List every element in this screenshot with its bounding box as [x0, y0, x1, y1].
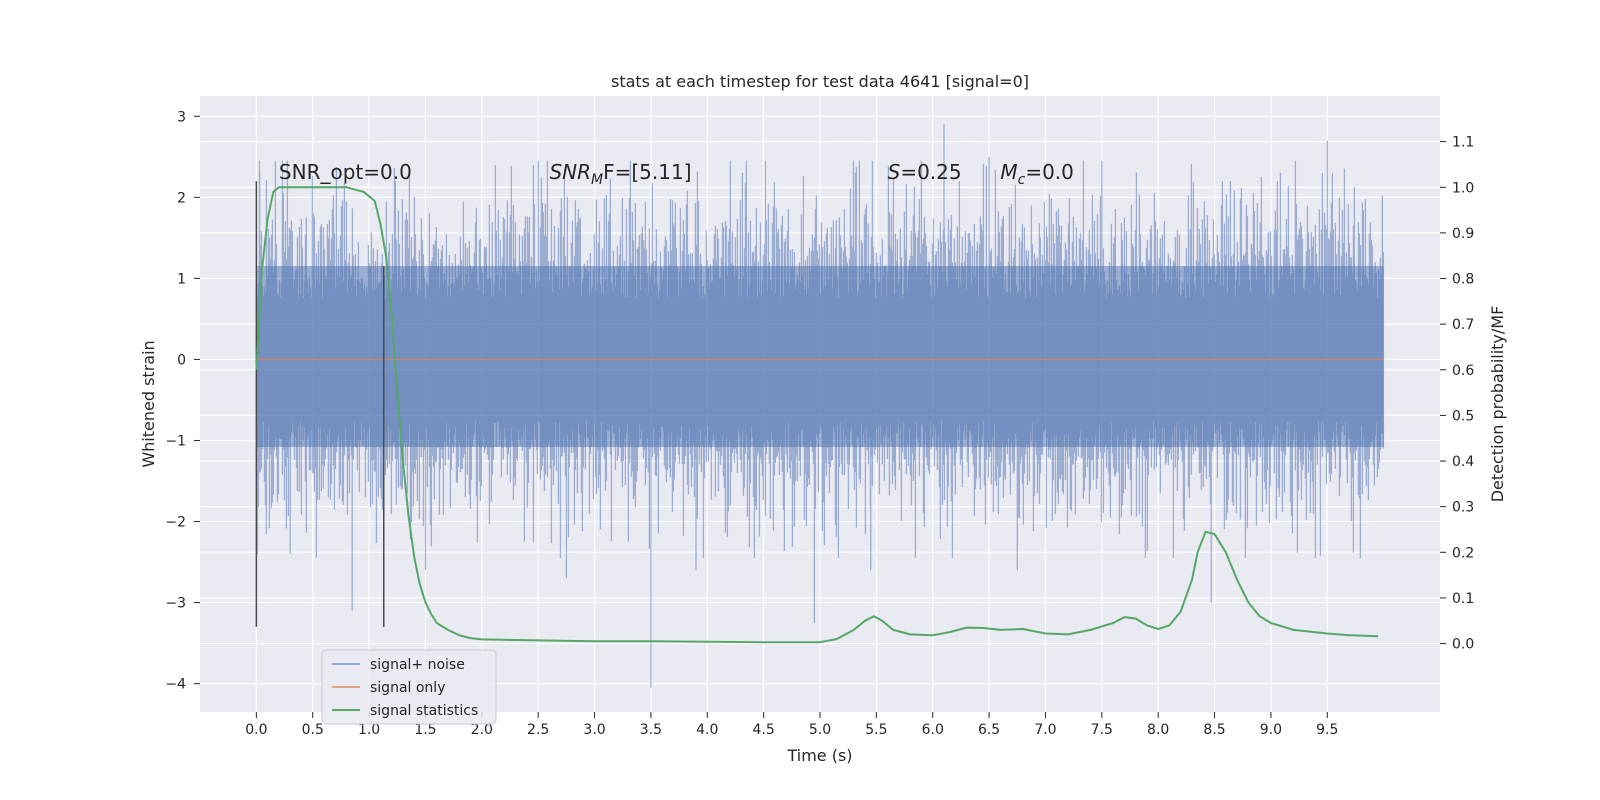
x-tick-label: 8.0	[1147, 722, 1169, 738]
annotation-snr-opt: SNR_opt=0.0	[279, 160, 412, 184]
y2-tick-label: 0.1	[1452, 591, 1474, 607]
y2-tick-label: 0.8	[1452, 272, 1474, 288]
x-tick-label: 5.5	[865, 722, 887, 738]
y-tick-label: −2	[165, 515, 186, 531]
x-tick-label: 7.5	[1091, 722, 1113, 738]
x-tick-label: 2.0	[471, 722, 493, 738]
x-axis-ticks: 0.0 0.5 1.0 1.5 2.0 2.5 3.0 3.5 4.0 4.5 5.0 5.5 6.0 6…	[245, 712, 1338, 738]
y-tick-label: 1	[177, 271, 186, 287]
x-tick-label: 0.0	[245, 722, 267, 738]
x-tick-label: 9.5	[1316, 722, 1338, 738]
signal-noise-series	[255, 124, 1385, 688]
annotation-mc-val: Mc=0.0	[1000, 160, 1074, 188]
y2-tick-label: 0.4	[1452, 454, 1474, 470]
chart-title: stats at each timestep for test data 464…	[611, 72, 1029, 91]
legend-box	[321, 649, 497, 725]
y-tick-label: −4	[165, 677, 186, 693]
y-axis-ticks: 3 2 1 0 −1 −2 −3 −4	[165, 109, 200, 693]
y-axis-label: Whitened strain	[139, 340, 158, 467]
y2-tick-label: 0.5	[1452, 408, 1474, 424]
legend-entry: signal only	[370, 680, 445, 696]
x-tick-label: 5.0	[809, 722, 831, 738]
y2-tick-label: 0.3	[1452, 500, 1474, 516]
legend: signal+ noise signal only signal statistic…	[321, 649, 497, 725]
y-tick-label: −3	[165, 596, 186, 612]
x-axis-label: Time (s)	[786, 746, 852, 765]
y-tick-label: 0	[177, 352, 186, 368]
x-tick-label: 8.5	[1203, 722, 1225, 738]
x-tick-label: 2.5	[527, 722, 549, 738]
annotation-s-val: S=0.25	[888, 160, 962, 184]
y2-tick-label: 1.1	[1452, 135, 1474, 151]
signal-statistics-line	[255, 186, 1379, 644]
x-tick-label: 1.0	[358, 722, 380, 738]
y-tick-label: 2	[177, 190, 186, 206]
annotations: SNR_opt=0.0 SNRMF=[5.11] S=0.25 Mc=0.0	[279, 160, 1074, 188]
x-tick-label: 1.5	[414, 722, 436, 738]
x-tick-label: 6.0	[922, 722, 944, 738]
y-tick-label: −1	[165, 433, 186, 449]
y-tick-label: 3	[177, 109, 186, 125]
legend-entry: signal statistics	[370, 703, 478, 719]
x-tick-label: 4.5	[753, 722, 775, 738]
x-tick-label: 0.5	[302, 722, 324, 738]
y2-tick-label: 0.9	[1452, 226, 1474, 242]
x-tick-label: 3.5	[640, 722, 662, 738]
annotation-snr-mf: SNRMF=[5.11]	[549, 160, 691, 188]
y2-tick-label: 0.2	[1452, 545, 1474, 561]
legend-entry: signal+ noise	[370, 657, 465, 673]
y2-tick-label: 0.7	[1452, 317, 1474, 333]
y2-tick-label: 0.6	[1452, 363, 1474, 379]
y2-axis-label: Detection probability/MF	[1488, 306, 1507, 503]
y2-axis-ticks: 1.1 1.0 0.9 0.8 0.7 0.6 0.5 0.4 0.3 0.2 0.1 0.0	[1440, 135, 1474, 653]
x-tick-label: 7.0	[1034, 722, 1056, 738]
y2-tick-label: 1.0	[1452, 180, 1474, 196]
x-tick-label: 4.0	[696, 722, 718, 738]
x-tick-label: 3.0	[583, 722, 605, 738]
x-tick-label: 9.0	[1260, 722, 1282, 738]
y2-tick-label: 0.0	[1452, 637, 1474, 653]
x-tick-label: 6.5	[978, 722, 1000, 738]
